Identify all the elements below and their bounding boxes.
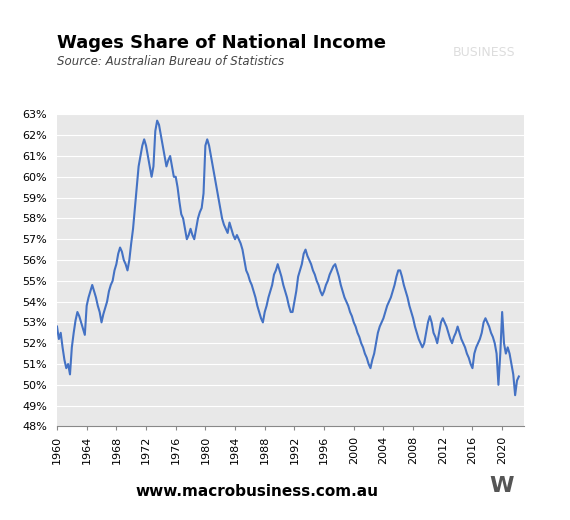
Text: W: W xyxy=(490,476,514,496)
Text: MACRO: MACRO xyxy=(453,21,516,36)
Text: BUSINESS: BUSINESS xyxy=(453,45,516,58)
Text: www.macrobusiness.com.au: www.macrobusiness.com.au xyxy=(135,484,378,499)
Text: Source: Australian Bureau of Statistics: Source: Australian Bureau of Statistics xyxy=(57,55,284,68)
Text: Wages Share of National Income: Wages Share of National Income xyxy=(57,34,386,52)
